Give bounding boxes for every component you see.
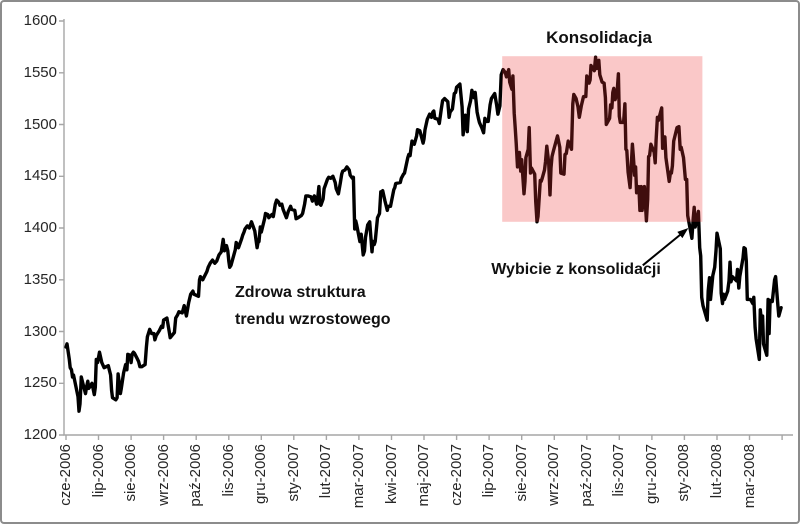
x-tick-label-text: mar-2007 — [349, 444, 367, 509]
x-tick-label-text: cze-2007 — [447, 444, 465, 506]
x-tick-label-text: paź-2006 — [187, 444, 205, 507]
y-tick-label: 1250 — [23, 374, 57, 392]
x-tick-label-text: wrz-2007 — [545, 444, 563, 506]
x-tick-label-text: lut-2008 — [708, 444, 725, 499]
annotation-healthy-uptrend-line1: Zdrowa struktura — [235, 284, 366, 301]
y-tick-label: 1550 — [23, 63, 57, 81]
x-tick-label-text: wrz-2006 — [154, 444, 172, 506]
annotation-healthy-uptrend: Zdrowa struktura trendu wzrostowego — [235, 279, 391, 333]
x-tick-label-text: sie-2007 — [512, 444, 530, 502]
x-tick-label-text: cze-2006 — [57, 444, 74, 506]
x-tick-label-text: lis-2006 — [219, 444, 237, 497]
y-tick-label: 1350 — [23, 270, 57, 288]
consolidation-highlight-rect — [502, 56, 703, 222]
x-tick-label-text: sie-2006 — [122, 444, 140, 502]
y-tick-label: 1600 — [23, 12, 57, 29]
annotation-breakout: Wybicie z konsolidacji — [491, 261, 661, 278]
y-tick-label: 1400 — [23, 219, 57, 236]
y-tick-label: 1200 — [23, 426, 57, 443]
x-tick-label-text: mar-2008 — [740, 444, 758, 509]
x-tick-label-text: lip-2007 — [480, 444, 498, 498]
x-tick-label-text: gru-2006 — [252, 444, 270, 505]
x-tick-label-text: lip-2006 — [89, 444, 107, 498]
x-tick-label-text: sty-2007 — [284, 444, 302, 502]
breakout-arrow-head — [677, 228, 689, 239]
y-tick-label: 1450 — [23, 167, 57, 185]
x-tick-label-text: maj-2007 — [415, 444, 433, 507]
x-tick-label-text: gru-2007 — [642, 444, 660, 505]
price-line — [64, 55, 783, 413]
x-tick-marks — [65, 435, 783, 440]
y-tick-label: 1500 — [23, 115, 57, 133]
x-tick-label-text: sty-2008 — [675, 444, 693, 502]
y-tick-label: 1300 — [23, 322, 57, 340]
y-tick-marks — [59, 20, 64, 436]
annotation-healthy-uptrend-line2: trendu wzrostowego — [235, 311, 391, 328]
breakout-arrow-line — [642, 232, 683, 267]
x-tick-label-text: lut-2007 — [317, 444, 335, 499]
x-tick-label-text: paź-2007 — [577, 444, 595, 507]
x-tick-label-text: kwi-2007 — [382, 444, 400, 505]
annotation-consolidation: Konsolidacja — [546, 28, 652, 47]
x-tick-label-text: lis-2007 — [610, 444, 628, 497]
